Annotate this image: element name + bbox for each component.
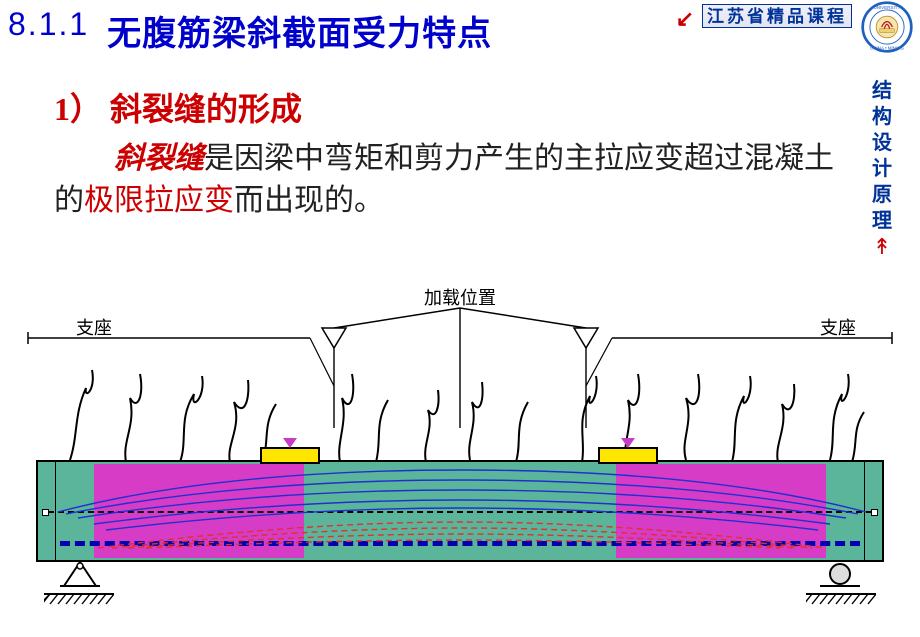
subsection-heading: 1） 斜裂缝的形成 [54, 84, 920, 130]
load-arrow-right-icon [621, 438, 635, 448]
subsection-number: 1） [54, 91, 102, 127]
sidebar-ch-3: 计 [870, 156, 894, 182]
beam-body [36, 460, 884, 562]
back-arrow-icon: ↙ [676, 6, 694, 32]
crack-pattern [30, 340, 890, 470]
sidebar-ch-0: 结 [870, 78, 894, 104]
load-plate-right [598, 447, 658, 464]
ground-hatch-right [806, 592, 876, 606]
ground-hatch-left [44, 592, 114, 606]
svg-text:CHINA • MINING: CHINA • MINING [870, 46, 905, 51]
section-title: 无腹筋梁斜截面受力特点 [107, 6, 492, 55]
university-seal-icon: UNIVERSITY CHINA • MINING [860, 0, 914, 54]
keyword-diagonal-crack: 斜裂缝 [114, 142, 204, 175]
sidebar-ch-1: 构 [870, 104, 894, 130]
keyword-ultimate-strain: 极限拉应变 [84, 184, 234, 217]
sidebar-ch-2: 设 [870, 130, 894, 156]
stress-trajectories [38, 462, 886, 564]
sidebar-ch-5: 理 [870, 208, 894, 234]
svg-text:UNIVERSITY: UNIVERSITY [873, 5, 900, 10]
load-arrow-left-icon [283, 438, 297, 448]
body-text-mid2: 而出现的。 [234, 184, 384, 217]
course-sidebar: 结 构 设 计 原 理 ↟ [870, 78, 894, 258]
section-number: 8.1.1 [8, 6, 89, 43]
load-plate-left [260, 447, 320, 464]
body-paragraph: 斜裂缝是因梁中弯矩和剪力产生的主拉应变超过混凝土的极限拉应变而出现的。 [54, 138, 860, 222]
subsection-title: 斜裂缝的形成 [110, 91, 302, 127]
support-roller-right [818, 562, 862, 594]
beam-diagram: 加载位置 支座 支座 [0, 280, 920, 632]
support-pin-left [60, 562, 100, 592]
province-label: 江苏省精品课程 [702, 4, 852, 28]
header-corner: ↙ 江苏省精品课程 UNIVERSITY CHINA • MINING [676, 2, 914, 54]
sidebar-ch-4: 原 [870, 182, 894, 208]
sidebar-tail-icon: ↟ [870, 236, 894, 258]
